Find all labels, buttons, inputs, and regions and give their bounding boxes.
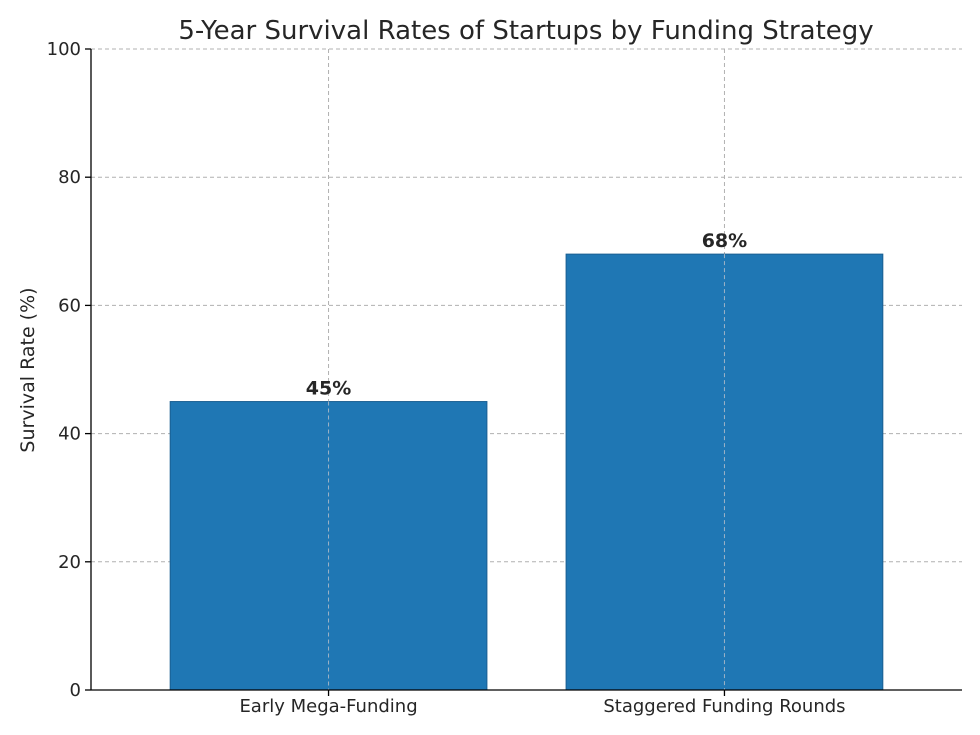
x-tick-label: Staggered Funding Rounds: [603, 696, 845, 717]
bar-value-label: 68%: [702, 230, 747, 252]
y-tick-label: 0: [70, 680, 81, 701]
y-tick-label: 60: [58, 295, 81, 316]
labels: 0 20 40 60 80 100 45% 68% Early Mega-Funding Stag…: [47, 39, 846, 717]
y-tick-label: 20: [58, 552, 81, 573]
bars: [169, 253, 884, 691]
y-tick-label: 100: [47, 39, 81, 60]
y-axis-label: Survival Rate (%): [17, 287, 39, 452]
y-tick-label: 80: [58, 167, 81, 188]
x-tick-label: Early Mega-Funding: [239, 696, 417, 717]
y-tick-label: 40: [58, 424, 81, 445]
chart-title: 5-Year Survival Rates of Startups by Fun…: [178, 16, 873, 46]
bar-value-label: 45%: [306, 378, 351, 400]
axes: [85, 48, 962, 696]
